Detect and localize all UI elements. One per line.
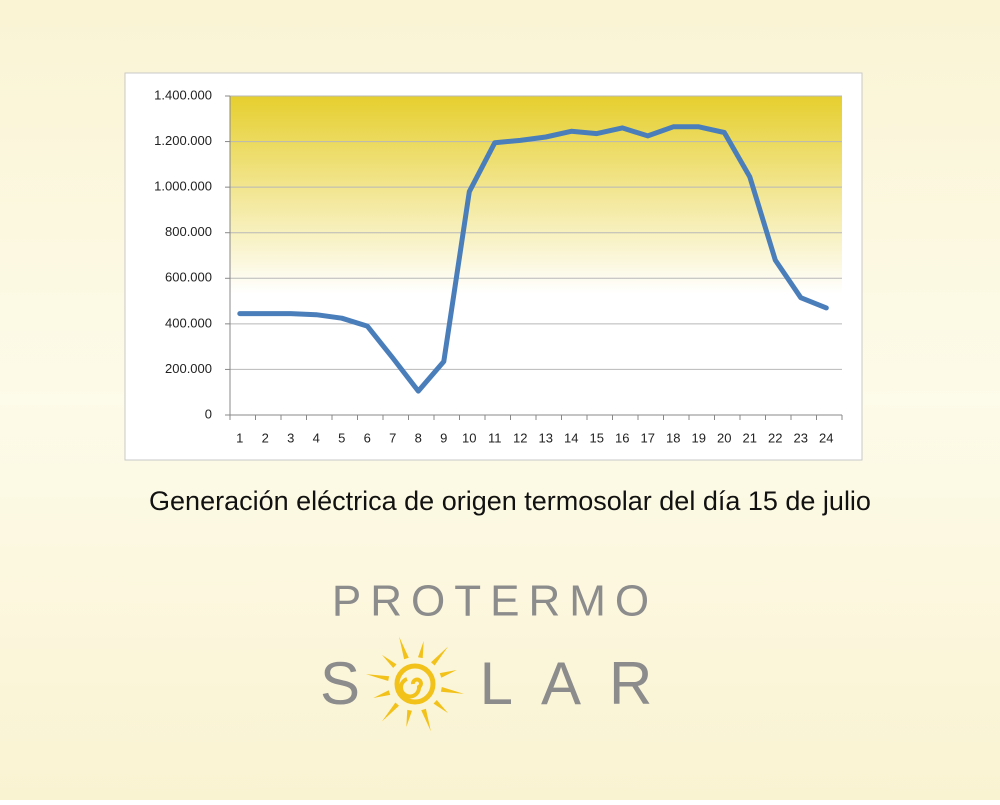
x-tick-label: 18 bbox=[666, 430, 680, 445]
logo-s: S bbox=[320, 650, 360, 717]
y-tick-label: 600.000 bbox=[165, 270, 212, 285]
x-tick-label: 16 bbox=[615, 430, 629, 445]
sun-ray bbox=[406, 709, 412, 728]
sun-ray bbox=[418, 640, 424, 659]
sun-ray bbox=[433, 700, 448, 714]
sun-ray bbox=[373, 690, 391, 698]
sun-icon bbox=[366, 636, 464, 732]
y-tick-label: 1.200.000 bbox=[154, 133, 212, 148]
x-tick-label: 9 bbox=[440, 430, 447, 445]
sun-ray bbox=[399, 636, 409, 660]
sun-core bbox=[394, 663, 436, 705]
plot-area bbox=[230, 96, 842, 415]
x-tick-label: 17 bbox=[641, 430, 655, 445]
sun-ray bbox=[381, 702, 399, 722]
x-tick-label: 15 bbox=[590, 430, 604, 445]
x-tick-label: 4 bbox=[313, 430, 320, 445]
sun-ray bbox=[431, 646, 449, 666]
y-tick-label: 1.400.000 bbox=[154, 87, 212, 102]
sun-ray bbox=[366, 674, 390, 681]
sun-ray bbox=[439, 670, 457, 678]
x-tick-label: 3 bbox=[287, 430, 294, 445]
y-tick-label: 1.000.000 bbox=[154, 179, 212, 194]
x-tick-label: 13 bbox=[539, 430, 553, 445]
y-tick-label: 800.000 bbox=[165, 224, 212, 239]
x-tick-label: 10 bbox=[462, 430, 476, 445]
chart-title: Generación eléctrica de origen termosola… bbox=[149, 486, 871, 516]
sun-ray bbox=[382, 654, 397, 668]
sun-ray bbox=[421, 708, 431, 732]
sun-spiral bbox=[399, 677, 423, 699]
x-tick-label: 12 bbox=[513, 430, 527, 445]
x-tick-label: 23 bbox=[794, 430, 808, 445]
y-tick-label: 0 bbox=[205, 406, 212, 421]
y-tick-label: 200.000 bbox=[165, 361, 212, 376]
logo-top: PROTERMO bbox=[332, 577, 658, 626]
x-tick-label: 14 bbox=[564, 430, 578, 445]
x-tick-label: 6 bbox=[364, 430, 371, 445]
x-tick-label: 11 bbox=[488, 430, 502, 445]
sun-ray bbox=[440, 687, 464, 694]
x-tick-label: 8 bbox=[415, 430, 422, 445]
y-tick-label: 400.000 bbox=[165, 315, 212, 330]
x-tick-label: 19 bbox=[692, 430, 706, 445]
x-tick-label: 1 bbox=[236, 430, 243, 445]
x-tick-label: 22 bbox=[768, 430, 782, 445]
x-tick-label: 21 bbox=[743, 430, 757, 445]
logo-lar: LAR bbox=[480, 650, 681, 717]
series-line bbox=[237, 124, 829, 394]
x-tick-label: 7 bbox=[389, 430, 396, 445]
x-tick-label: 2 bbox=[262, 430, 269, 445]
x-tick-label: 5 bbox=[338, 430, 345, 445]
x-tick-label: 20 bbox=[717, 430, 731, 445]
x-tick-label: 24 bbox=[819, 430, 833, 445]
